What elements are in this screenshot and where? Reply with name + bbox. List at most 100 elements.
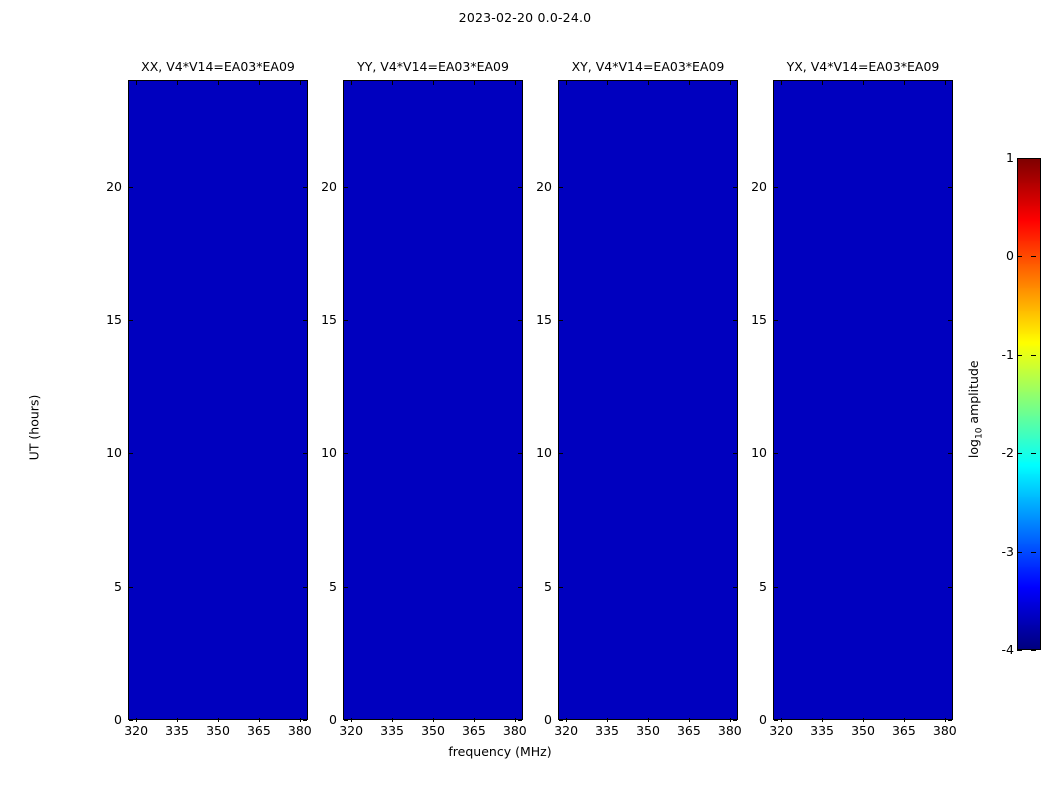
y-tick-mark <box>559 453 563 455</box>
y-tick-label: 5 <box>759 578 767 594</box>
y-tick-label: 20 <box>751 178 767 194</box>
y-tick-mark <box>733 320 737 321</box>
y-tick-label: 20 <box>536 178 552 194</box>
x-tick-mark <box>258 718 260 722</box>
y-tick-mark <box>948 720 952 721</box>
y-tick-label: 5 <box>544 578 552 594</box>
y-tick-mark <box>303 453 307 455</box>
y-tick-mark <box>518 720 522 721</box>
waterfall-panel-yy <box>343 80 523 720</box>
y-tick-label: 10 <box>321 445 337 461</box>
y-tick-label: 15 <box>751 312 767 327</box>
x-tick-mark <box>903 718 905 722</box>
x-tick-mark <box>299 718 301 722</box>
x-tick-mark <box>944 718 946 722</box>
x-tick-mark <box>433 81 434 85</box>
x-tick-mark <box>648 718 649 722</box>
y-tick-mark <box>344 586 348 588</box>
x-tick-mark <box>392 718 394 722</box>
x-tick-label: 350 <box>206 723 230 738</box>
x-tick-mark <box>944 81 946 85</box>
y-tick-mark <box>559 320 563 321</box>
panel-title-xx: XX, V4*V14=EA03*EA09 <box>141 59 295 74</box>
y-tick-label: 10 <box>536 445 552 461</box>
y-tick-mark <box>559 720 563 721</box>
y-tick-label: 15 <box>536 312 552 327</box>
y-tick-mark <box>303 320 307 321</box>
x-tick-label: 320 <box>769 723 794 738</box>
panel-title-xy: XY, V4*V14=EA03*EA09 <box>571 59 725 74</box>
x-axis-label: frequency (MHz) <box>448 744 552 759</box>
x-tick-label: 365 <box>246 723 271 738</box>
colorbar-tick-mark <box>1017 650 1022 651</box>
colorbar-tick-mark <box>1017 354 1022 356</box>
x-tick-mark <box>299 81 301 85</box>
y-tick-label: 20 <box>321 178 337 194</box>
colorbar-tick-mark <box>1017 158 1022 159</box>
waterfall-panel-yx <box>773 80 953 720</box>
y-tick-mark <box>129 720 133 721</box>
x-tick-mark <box>863 718 864 722</box>
colorbar-tick-label: 0 <box>1006 248 1014 264</box>
x-tick-label: 350 <box>421 723 445 738</box>
waterfall-panel-xy <box>558 80 738 720</box>
y-tick-label: 5 <box>329 578 337 594</box>
y-tick-mark <box>733 586 737 588</box>
x-tick-label: 335 <box>165 723 189 738</box>
y-tick-mark <box>948 186 952 188</box>
y-tick-mark <box>303 720 307 721</box>
x-tick-mark <box>218 718 219 722</box>
colorbar-tick-label: 1 <box>1006 150 1014 165</box>
y-tick-mark <box>518 186 522 188</box>
x-tick-mark <box>607 81 609 85</box>
x-tick-mark <box>903 81 905 85</box>
y-tick-mark <box>733 453 737 455</box>
x-tick-label: 380 <box>932 723 957 738</box>
y-tick-mark <box>948 453 952 455</box>
x-tick-mark <box>781 81 783 85</box>
x-tick-label: 320 <box>124 723 149 738</box>
x-tick-mark <box>688 81 690 85</box>
x-tick-mark <box>177 81 179 85</box>
colorbar-tick-mark <box>1031 158 1036 159</box>
colorbar-tick-mark <box>1031 453 1036 455</box>
y-tick-mark <box>774 453 778 455</box>
x-tick-label: 380 <box>502 723 527 738</box>
colorbar-tick-label: -4 <box>1001 642 1014 657</box>
x-tick-mark <box>566 718 568 722</box>
x-tick-mark <box>863 81 864 85</box>
x-tick-label: 365 <box>676 723 701 738</box>
y-tick-mark <box>774 720 778 721</box>
x-tick-label: 320 <box>554 723 579 738</box>
x-tick-mark <box>822 718 824 722</box>
y-tick-mark <box>559 186 563 188</box>
x-tick-mark <box>607 718 609 722</box>
x-tick-label: 365 <box>891 723 916 738</box>
x-tick-label: 380 <box>287 723 312 738</box>
x-tick-label: 335 <box>595 723 619 738</box>
x-tick-mark <box>822 81 824 85</box>
x-tick-mark <box>351 81 353 85</box>
colorbar-tick-mark <box>1031 256 1036 258</box>
y-tick-mark <box>129 186 133 188</box>
y-tick-mark <box>948 586 952 588</box>
y-tick-mark <box>344 186 348 188</box>
x-tick-mark <box>351 718 353 722</box>
x-tick-mark <box>433 718 434 722</box>
colorbar-tick-mark <box>1017 453 1022 455</box>
y-tick-mark <box>303 186 307 188</box>
x-tick-mark <box>218 81 219 85</box>
x-tick-mark <box>136 81 138 85</box>
colorbar-tick-label: -2 <box>1001 445 1014 461</box>
y-tick-mark <box>344 320 348 321</box>
y-tick-mark <box>344 453 348 455</box>
colorbar-tick-mark <box>1031 551 1036 553</box>
x-tick-mark <box>136 718 138 722</box>
y-tick-mark <box>559 586 563 588</box>
x-tick-label: 335 <box>810 723 834 738</box>
colorbar-tick-mark <box>1031 354 1036 356</box>
x-tick-label: 350 <box>851 723 875 738</box>
y-tick-mark <box>948 320 952 321</box>
panel-title-yy: YY, V4*V14=EA03*EA09 <box>357 59 509 74</box>
colorbar-tick-label: -3 <box>1001 543 1014 559</box>
